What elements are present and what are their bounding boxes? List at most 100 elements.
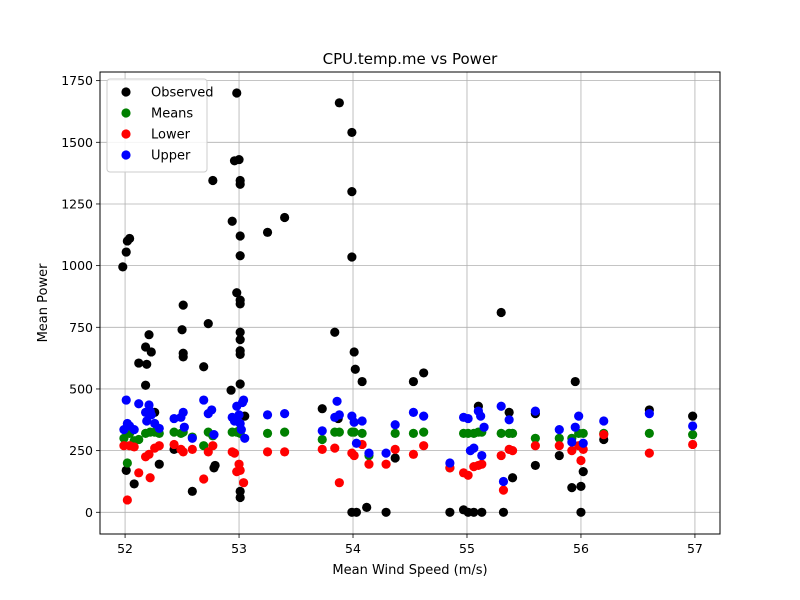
point-means bbox=[530, 433, 540, 443]
point-upper bbox=[496, 401, 506, 411]
point-means bbox=[122, 458, 132, 468]
legend-marker-lower bbox=[121, 129, 131, 139]
x-tick-label: 57 bbox=[687, 541, 703, 556]
y-tick-label: 500 bbox=[69, 381, 93, 396]
point-observed bbox=[235, 231, 245, 241]
point-observed bbox=[262, 227, 273, 237]
point-upper bbox=[351, 438, 362, 448]
point-observed bbox=[350, 364, 360, 374]
point-upper bbox=[504, 415, 514, 425]
point-observed bbox=[235, 349, 245, 360]
point-observed bbox=[142, 359, 152, 369]
point-upper bbox=[334, 410, 344, 420]
y-tick-label: 1750 bbox=[61, 73, 93, 88]
point-upper bbox=[187, 433, 197, 443]
x-tick-label: 53 bbox=[231, 541, 247, 556]
point-observed bbox=[498, 507, 509, 517]
point-observed bbox=[347, 252, 357, 262]
point-observed bbox=[235, 251, 245, 261]
point-upper bbox=[169, 413, 179, 424]
point-upper bbox=[332, 396, 342, 406]
point-upper bbox=[463, 413, 473, 424]
point-lower bbox=[334, 478, 344, 488]
point-lower bbox=[199, 474, 209, 484]
point-observed bbox=[235, 179, 245, 189]
point-lower bbox=[262, 447, 273, 457]
legend-marker-observed bbox=[121, 87, 131, 97]
point-upper bbox=[445, 458, 455, 468]
point-lower bbox=[122, 495, 132, 505]
point-lower bbox=[317, 444, 327, 454]
point-lower bbox=[330, 443, 340, 453]
point-lower bbox=[554, 441, 564, 451]
point-upper bbox=[477, 450, 487, 461]
point-means bbox=[688, 429, 698, 440]
point-observed bbox=[576, 507, 586, 517]
point-means bbox=[644, 428, 654, 438]
point-lower bbox=[144, 449, 154, 459]
point-means bbox=[334, 427, 344, 437]
point-observed bbox=[232, 288, 242, 298]
point-upper bbox=[578, 438, 588, 448]
point-lower bbox=[280, 447, 290, 457]
point-observed bbox=[178, 300, 188, 310]
point-observed bbox=[351, 507, 362, 517]
point-observed bbox=[445, 507, 455, 517]
point-means bbox=[408, 428, 419, 438]
point-observed bbox=[235, 335, 245, 345]
point-means bbox=[169, 427, 179, 437]
point-lower bbox=[154, 441, 164, 451]
legend-marker-means bbox=[121, 108, 131, 118]
point-upper bbox=[498, 476, 509, 487]
point-upper bbox=[530, 406, 540, 416]
point-lower bbox=[477, 459, 487, 469]
point-upper bbox=[209, 429, 219, 440]
point-upper bbox=[357, 416, 367, 426]
point-observed bbox=[235, 379, 245, 389]
point-upper bbox=[178, 407, 188, 417]
point-means bbox=[349, 427, 359, 437]
point-upper bbox=[567, 437, 577, 447]
point-observed bbox=[235, 327, 245, 337]
point-observed bbox=[177, 325, 187, 335]
point-observed bbox=[362, 502, 372, 512]
point-upper bbox=[234, 410, 244, 420]
point-observed bbox=[210, 460, 220, 471]
x-tick-label: 56 bbox=[573, 541, 589, 556]
point-lower bbox=[599, 429, 609, 440]
point-means bbox=[496, 428, 506, 438]
data-points bbox=[118, 88, 698, 517]
point-upper bbox=[349, 417, 359, 427]
point-lower bbox=[349, 450, 359, 461]
point-upper bbox=[554, 425, 564, 435]
x-axis-label: Mean Wind Speed (m/s) bbox=[332, 563, 487, 578]
point-observed bbox=[235, 492, 245, 503]
point-lower bbox=[229, 448, 240, 458]
point-observed bbox=[140, 380, 151, 390]
point-observed bbox=[154, 459, 164, 469]
y-tick-label: 0 bbox=[85, 505, 93, 520]
point-upper bbox=[476, 411, 486, 421]
point-lower bbox=[390, 444, 400, 454]
point-observed bbox=[129, 479, 139, 489]
axis-ticks: 52 53 54 55 56 57 0 250 500 750 1000 1250 1500 1750 bbox=[61, 73, 703, 556]
point-observed bbox=[578, 466, 588, 477]
point-upper bbox=[479, 422, 489, 432]
point-observed bbox=[187, 486, 197, 496]
point-observed bbox=[121, 247, 131, 257]
legend: Observed Means Lower Upper bbox=[106, 78, 214, 173]
point-observed bbox=[199, 362, 209, 372]
point-observed bbox=[496, 307, 506, 318]
point-means bbox=[280, 427, 290, 437]
y-tick-label: 250 bbox=[69, 443, 93, 458]
point-observed bbox=[134, 358, 144, 368]
x-tick-label: 55 bbox=[459, 541, 475, 556]
point-means bbox=[390, 428, 400, 438]
legend-marker-upper bbox=[121, 150, 131, 160]
point-means bbox=[357, 428, 367, 438]
point-lower bbox=[498, 485, 509, 495]
point-observed bbox=[504, 407, 514, 417]
point-observed bbox=[567, 483, 577, 493]
point-means bbox=[507, 428, 518, 438]
point-upper bbox=[599, 416, 609, 426]
